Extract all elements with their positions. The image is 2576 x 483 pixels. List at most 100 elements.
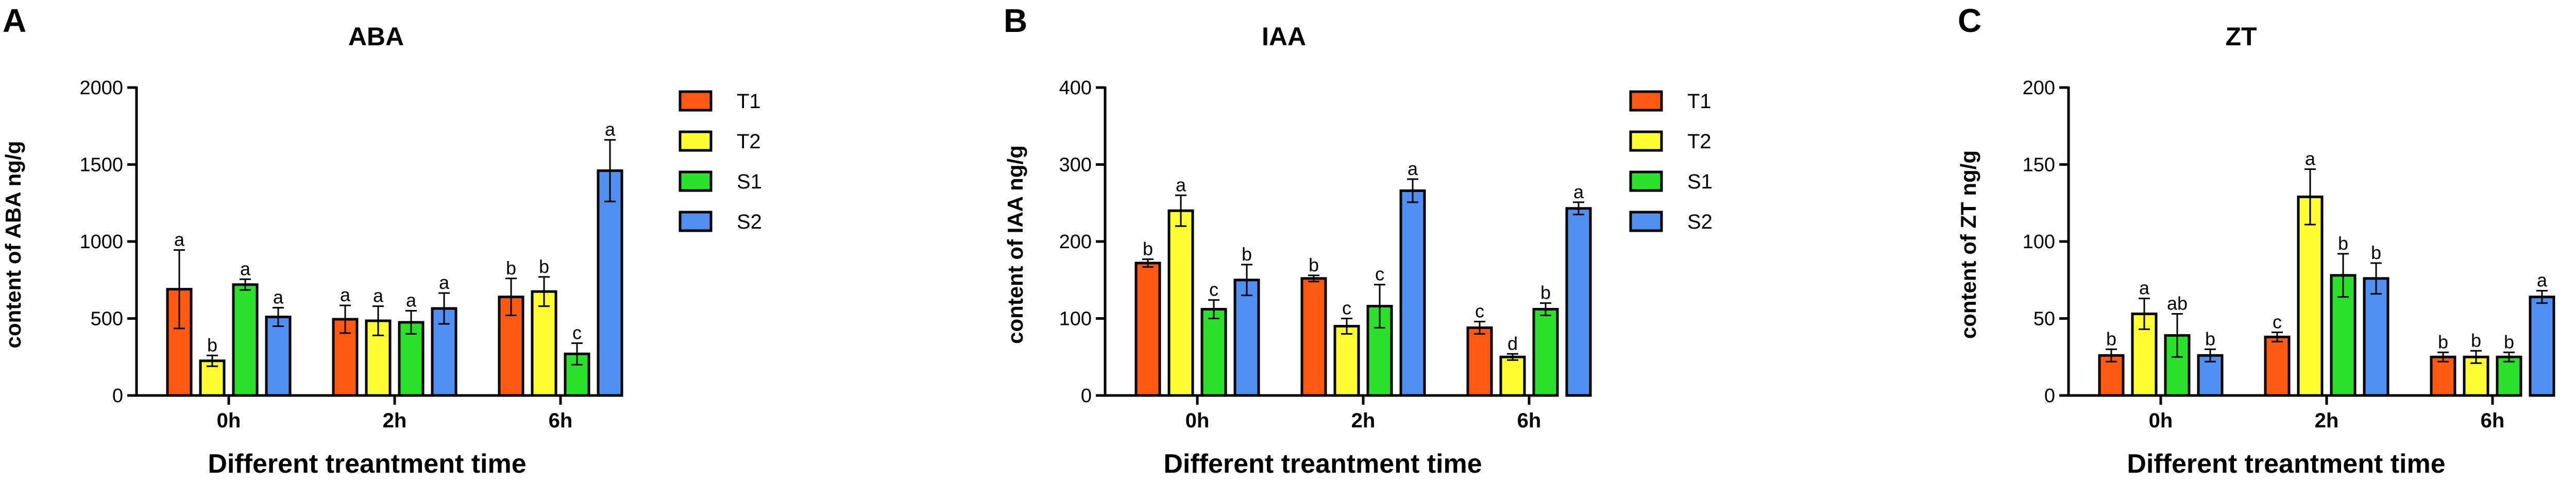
significance-label: b — [1540, 282, 1551, 303]
x-tick-label: 6h — [2481, 409, 2505, 432]
bar-s2-2h — [2363, 277, 2389, 397]
significance-label: a — [174, 229, 185, 250]
significance-label: c — [1342, 298, 1351, 319]
legend-label-t2: T2 — [1687, 130, 1711, 153]
significance-label: c — [1209, 279, 1218, 300]
legend-label-t1: T1 — [1687, 90, 1711, 113]
significance-label: a — [273, 287, 284, 308]
chart-title: ZT — [2225, 22, 2257, 51]
significance-label: b — [2106, 328, 2116, 349]
y-axis-title: content of IAA ng/g — [1003, 145, 1027, 344]
y-tick-label: 1000 — [79, 231, 123, 253]
bar-s2-2h — [1399, 189, 1426, 397]
legend-swatch-t2 — [679, 130, 713, 152]
significance-label: c — [572, 322, 582, 343]
bar-t2-6h — [531, 290, 557, 397]
chart-title: ABA — [348, 22, 404, 51]
significance-label: d — [1507, 333, 1518, 354]
significance-label: b — [2371, 242, 2381, 263]
significance-label: c — [2273, 311, 2282, 332]
bar-t1-0h — [1134, 262, 1161, 397]
legend-label-t1: T1 — [737, 90, 761, 113]
significance-label: ab — [2167, 293, 2188, 314]
significance-label: b — [207, 334, 217, 355]
y-tick-label: 1500 — [79, 154, 123, 176]
bar-t2-0h — [1167, 209, 1194, 397]
legend-label-t2: T2 — [737, 130, 761, 153]
significance-label: b — [2504, 331, 2514, 352]
bar-s2-0h — [1233, 279, 1260, 397]
y-axis-title: content of ZT ng/g — [1956, 150, 1980, 339]
significance-label: b — [506, 257, 516, 279]
significance-label: a — [2139, 278, 2150, 299]
significance-label: b — [1242, 244, 1252, 265]
x-axis-title: Different treantment time — [208, 449, 526, 479]
legend-label-s1: S1 — [1687, 170, 1713, 193]
bar-s2-6h — [2529, 296, 2555, 397]
legend-swatch-t1 — [679, 90, 713, 112]
y-tick-label: 2000 — [79, 77, 123, 99]
y-tick-label: 400 — [1059, 77, 1092, 99]
significance-label: a — [240, 258, 251, 279]
significance-label: a — [1573, 181, 1584, 202]
bar-t1-6h — [2430, 355, 2456, 397]
y-tick-label: 0 — [1081, 385, 1092, 407]
x-tick-label: 6h — [549, 409, 573, 432]
bar-t2-0h — [2131, 313, 2158, 397]
significance-label: a — [2305, 148, 2316, 169]
bar-t1-2h — [2264, 335, 2291, 397]
y-tick-label: 0 — [2044, 385, 2055, 407]
x-tick-label: 0h — [1185, 409, 1210, 432]
panel-letter: B — [1004, 2, 1027, 39]
y-tick-label: 200 — [2023, 77, 2055, 99]
x-axis-title: Different treantment time — [2127, 449, 2445, 479]
x-axis-title: Different treantment time — [1163, 449, 1482, 479]
legend-swatch-s2 — [679, 211, 713, 232]
significance-label: b — [1309, 254, 1319, 275]
significance-label: c — [1475, 300, 1484, 321]
bar-s2-6h — [597, 169, 623, 397]
x-tick-label: 2h — [1351, 409, 1376, 432]
significance-label: a — [406, 290, 417, 311]
significance-label: a — [1176, 174, 1187, 195]
bar-s1-0h — [1200, 308, 1227, 397]
bar-t2-2h — [1333, 324, 1360, 397]
y-tick-label: 500 — [91, 308, 123, 330]
x-tick-label: 2h — [383, 409, 407, 432]
bar-s2-6h — [1565, 207, 1592, 397]
significance-label: c — [1375, 264, 1384, 285]
panel-letter: C — [1958, 2, 1981, 39]
chart-panel-b: B IAA content of IAA ng/g 0 100 200 300 400 0h b a… — [1003, 2, 1713, 479]
x-tick-label: 6h — [1517, 409, 1541, 432]
legend-label-s1: S1 — [737, 170, 762, 193]
legend-swatch-s1 — [679, 170, 713, 192]
significance-label: b — [2205, 328, 2215, 349]
y-tick-label: 200 — [1059, 231, 1092, 253]
bar-t2-6h — [1499, 355, 1526, 397]
legend-swatch-s2 — [1629, 211, 1663, 232]
y-tick-label: 300 — [1059, 154, 1092, 176]
x-tick-label: 0h — [2149, 409, 2173, 432]
panel-letter: A — [3, 2, 26, 39]
significance-label: b — [1143, 238, 1153, 259]
significance-label: b — [539, 256, 549, 277]
significance-label: a — [1408, 158, 1418, 179]
significance-label: b — [2471, 330, 2481, 351]
legend-label-s2: S2 — [737, 211, 762, 233]
x-tick-label: 0h — [217, 409, 241, 432]
significance-label: b — [2438, 331, 2448, 352]
legend-label-s2: S2 — [1687, 211, 1713, 233]
chart-title: IAA — [1262, 22, 1306, 51]
bar-s1-6h — [2496, 355, 2522, 397]
bar-s2-0h — [265, 316, 292, 397]
legend-swatch-t2 — [1629, 130, 1663, 152]
y-tick-label: 50 — [2033, 308, 2055, 330]
chart-panel-a: A ABA content of ABA ng/g 0 500 1000 1500 2000 0… — [1, 2, 762, 479]
bar-t1-6h — [1466, 326, 1493, 397]
y-tick-label: 150 — [2023, 154, 2055, 176]
y-tick-label: 100 — [1059, 308, 1092, 330]
bar-s1-0h — [232, 283, 259, 397]
x-tick-label: 2h — [2315, 409, 2339, 432]
